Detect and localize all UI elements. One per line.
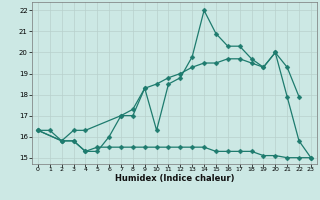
X-axis label: Humidex (Indice chaleur): Humidex (Indice chaleur): [115, 174, 234, 183]
